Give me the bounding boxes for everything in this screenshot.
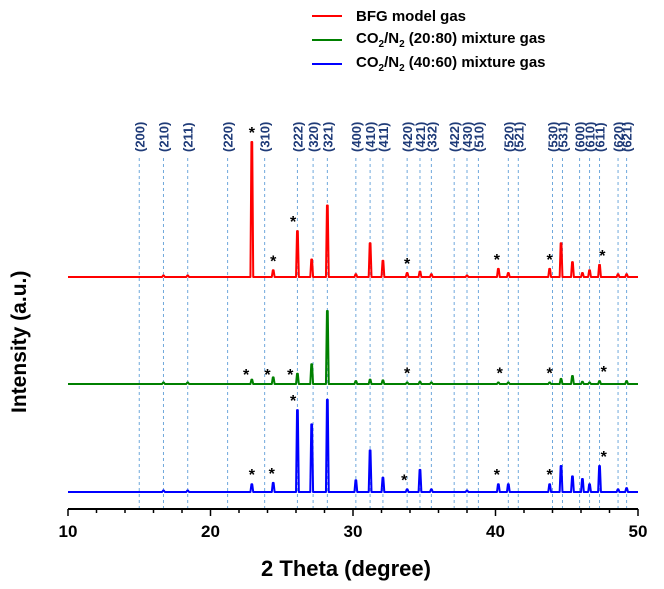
hkl-label: (210) <box>156 122 171 152</box>
asterisk-marker: * <box>401 472 408 489</box>
legend: BFG model gas CO2/N2 (20:80) mixture gas… <box>312 4 546 76</box>
x-axis: 10 20 30 40 50 <box>59 508 648 541</box>
hkl-label: (220) <box>221 122 236 152</box>
hkl-label: (531) <box>555 122 570 152</box>
asterisk-marker: * <box>404 366 411 383</box>
asterisk-marker: * <box>601 364 608 381</box>
series-line <box>68 141 638 278</box>
hkl-label: (321) <box>320 122 335 152</box>
x-tick-label: 40 <box>486 522 505 541</box>
legend-item-co2-40-60: CO2/N2 (40:60) mixture gas <box>312 52 546 76</box>
hkl-label: (611) <box>593 122 608 152</box>
hkl-label: (200) <box>132 122 147 152</box>
legend-item-bfg: BFG model gas <box>312 4 546 28</box>
hkl-label: (510) <box>471 122 486 152</box>
legend-item-co2-20-80: CO2/N2 (20:80) mixture gas <box>312 28 546 52</box>
asterisk-marker: * <box>264 367 271 384</box>
asterisk-marker: * <box>599 248 606 265</box>
series-layer <box>68 141 638 493</box>
asterisk-marker: * <box>270 253 277 270</box>
legend-swatch-red <box>312 15 342 17</box>
legend-swatch-green <box>312 39 342 41</box>
asterisk-marker: * <box>243 367 250 384</box>
asterisk-marker: * <box>547 252 554 269</box>
hkl-label: (422) <box>447 122 462 152</box>
hkl-label: (222) <box>290 122 305 152</box>
x-tick-label: 10 <box>59 522 78 541</box>
x-tick-label: 50 <box>629 522 648 541</box>
hkl-label: (530) <box>546 122 561 152</box>
legend-label: BFG model gas <box>356 7 467 25</box>
asterisk-marker: * <box>269 466 276 483</box>
asterisk-marker: * <box>494 252 501 269</box>
hkl-label: (621) <box>620 122 635 152</box>
hkl-label: (521) <box>511 122 526 152</box>
legend-swatch-blue <box>312 63 342 65</box>
hkl-label: (600) <box>573 122 588 152</box>
asterisk-marker: * <box>290 214 297 231</box>
asterisk-marker: * <box>494 467 501 484</box>
hkl-label: (320) <box>306 122 321 152</box>
asterisk-marker: * <box>249 467 256 484</box>
series-line <box>68 398 638 493</box>
hkl-label: (420) <box>400 122 415 152</box>
legend-label: CO2/N2 (20:80) mixture gas <box>356 30 546 50</box>
hkl-label: (400) <box>349 122 364 152</box>
asterisk-marker: * <box>547 467 554 484</box>
legend-label: CO2/N2 (40:60) mixture gas <box>356 54 546 74</box>
x-tick-label: 30 <box>344 522 363 541</box>
asterisk-marker: * <box>290 393 297 410</box>
hkl-label: (610) <box>583 122 598 152</box>
hkl-label: (411) <box>376 122 391 152</box>
hkl-label: (410) <box>363 122 378 152</box>
reflection-lines <box>138 158 628 509</box>
hkl-label: (332) <box>424 122 439 152</box>
hkl-labels: (200) (210) (211) (220) (310) (222) (320) (321)… <box>132 122 634 152</box>
hkl-label: (520) <box>501 122 516 152</box>
hkl-label: (211) <box>181 122 196 152</box>
asterisk-marker: * <box>547 366 554 383</box>
hkl-label: (310) <box>258 122 273 152</box>
asterisk-markers: * * * * * * * * * * * * * * * * * * * * * <box>243 125 608 489</box>
asterisk-marker: * <box>249 125 256 142</box>
asterisk-marker: * <box>287 367 294 384</box>
series-line <box>68 310 638 385</box>
y-axis-label: Intensity (a.u.) <box>8 270 31 413</box>
hkl-label: (620) <box>611 122 626 152</box>
asterisk-marker: * <box>601 449 608 466</box>
asterisk-marker: * <box>497 366 504 383</box>
hkl-label: (430) <box>460 122 475 152</box>
asterisk-marker: * <box>404 256 411 273</box>
hkl-label: (421) <box>413 122 428 152</box>
x-axis-label: 2 Theta (degree) <box>261 556 431 581</box>
x-tick-label: 20 <box>201 522 220 541</box>
